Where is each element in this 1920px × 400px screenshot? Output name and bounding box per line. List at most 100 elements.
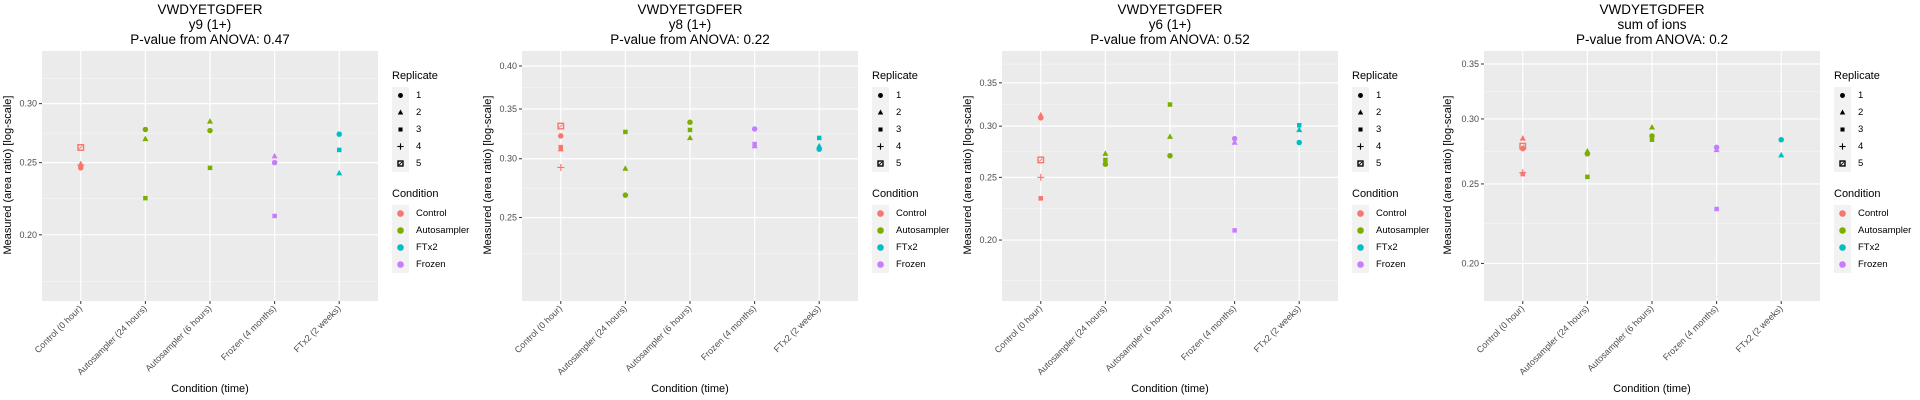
legend-key [1352, 222, 1369, 239]
legend-key [872, 155, 889, 172]
circle-icon [1357, 210, 1364, 217]
legend-label: 5 [896, 158, 902, 169]
legend-label: Autosampler [896, 225, 950, 236]
data-point [1519, 135, 1526, 141]
legend-label: FTx2 [1376, 242, 1398, 253]
x-axis-label: Condition (time) [651, 383, 729, 395]
data-point [1296, 126, 1303, 133]
data-point [686, 134, 694, 141]
data-point [142, 135, 149, 142]
circle-icon [1357, 244, 1364, 251]
data-point [207, 165, 213, 171]
circle-icon [1839, 227, 1846, 234]
plus-icon [397, 143, 404, 150]
circle-icon [1839, 261, 1846, 268]
legend-label: Control [1858, 208, 1889, 219]
chart-title: VWDYETGDFER y6 (1+) P-value from ANOVA: 0.… [1002, 2, 1338, 47]
legend-item-condition: Frozen [1352, 256, 1429, 273]
plus-icon [1839, 143, 1846, 150]
y-tick-label: 0.30 [1461, 114, 1479, 124]
legend-title-condition: Condition [392, 188, 439, 200]
triangle-icon [877, 109, 884, 115]
circle-icon [1840, 93, 1845, 98]
data-point [622, 192, 629, 198]
y-tick-label: 0.30 [19, 99, 37, 109]
chart-title-line: VWDYETGDFER [1599, 2, 1705, 17]
x-tick-label: FTx2 (2 weeks) [1734, 303, 1785, 354]
legend-label: Frozen [896, 259, 926, 270]
data-point [1167, 152, 1173, 159]
legend-label: 1 [1858, 90, 1864, 101]
legend-label: 1 [896, 90, 902, 101]
circle-icon [1839, 244, 1846, 251]
legend: Replicate 1 2 3 4 5 Condition Control Autosample… [1834, 70, 1911, 273]
circle-icon [1839, 210, 1846, 217]
triangle-icon [1839, 109, 1846, 115]
legend-item-replicate: 4 [1834, 138, 1911, 155]
legend-label: 4 [1376, 141, 1382, 152]
data-point [336, 169, 343, 176]
y-tick-label: 0.25 [499, 213, 517, 223]
legend-item-condition: Control [1834, 205, 1911, 222]
legend-label: 4 [896, 141, 902, 152]
legend-item-replicate: 2 [392, 104, 469, 121]
legend-item-condition: FTx2 [1352, 239, 1429, 256]
data-point [77, 144, 85, 151]
legend-item-replicate: 4 [1352, 138, 1429, 155]
legend-item-replicate: 2 [872, 104, 949, 121]
legend-key [872, 87, 889, 104]
legend-item-replicate: 3 [1352, 121, 1429, 138]
data-point [1520, 145, 1526, 152]
legend-key [1352, 239, 1369, 256]
x-axis-label: Condition (time) [1613, 383, 1691, 395]
chart-title-line: P-value from ANOVA: 0.47 [130, 32, 290, 47]
square-icon [398, 127, 403, 132]
chart-4: VWDYETGDFER sum of ions P-value from ANOVA… [1440, 0, 1920, 400]
legend-item-replicate: 1 [1834, 87, 1911, 104]
x-tick-label: FTx2 (2 weeks) [292, 303, 343, 354]
circle-icon [397, 210, 404, 217]
legend-item-condition: Frozen [392, 256, 469, 273]
y-tick-label: 0.30 [979, 121, 997, 131]
data-point [1778, 136, 1784, 143]
legend-label: 3 [1376, 124, 1382, 135]
y-tick-label: 0.25 [19, 158, 37, 168]
legend-title-replicate: Replicate [1352, 70, 1398, 82]
data-point [1231, 135, 1238, 142]
x-axis-label: Condition (time) [171, 383, 249, 395]
data-point [687, 127, 693, 133]
data-point [1649, 137, 1655, 142]
legend-item-condition: FTx2 [1834, 239, 1911, 256]
legend-key [1352, 121, 1369, 138]
data-point [1296, 122, 1302, 128]
x-tick-label: Frozen (4 months) [699, 303, 758, 362]
data-point [558, 133, 564, 139]
square-cross-icon [397, 160, 404, 167]
legend-label: Autosampler [416, 225, 470, 236]
circle-icon [877, 244, 884, 251]
legend-item-replicate: 5 [872, 155, 949, 172]
legend-label: Control [416, 208, 447, 219]
chart-title-line: VWDYETGDFER [157, 2, 263, 17]
chart-title: VWDYETGDFER y9 (1+) P-value from ANOVA: 0.… [42, 2, 378, 47]
legend-label: Control [896, 208, 927, 219]
plus-icon [877, 143, 884, 150]
x-tick-label: Autosampler (6 hours) [1103, 303, 1173, 373]
x-tick-label: FTx2 (2 weeks) [772, 303, 823, 354]
legend-title-replicate: Replicate [1834, 70, 1880, 82]
data-point [1520, 171, 1526, 177]
x-tick-label: Autosampler (6 hours) [143, 303, 213, 373]
y-axis-label: Measured (area ratio) [log-scale] [2, 95, 14, 255]
circle-icon [397, 261, 404, 268]
legend-item-condition: Autosampler [1834, 222, 1911, 239]
data-point [1037, 156, 1045, 164]
legend-item-replicate: 3 [392, 121, 469, 138]
data-point [751, 142, 758, 149]
data-point [1232, 228, 1237, 233]
square-icon [878, 127, 883, 132]
data-point [622, 165, 629, 171]
data-point [271, 159, 278, 166]
legend: Replicate 1 2 3 4 5 Condition Control Autosample… [1352, 70, 1429, 273]
